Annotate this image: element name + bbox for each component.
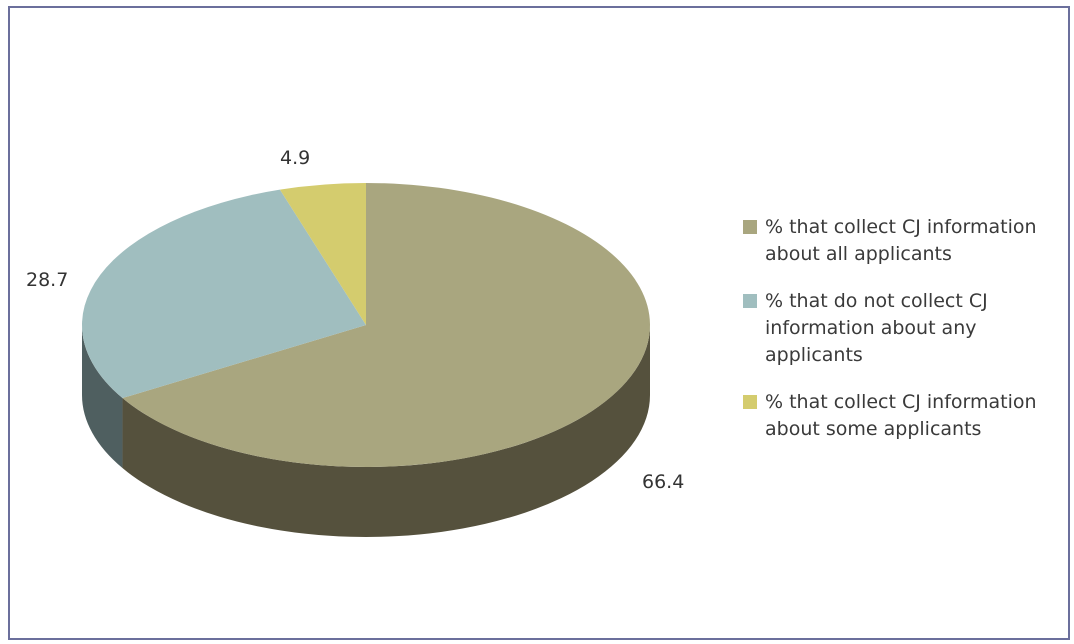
data-label-2: 4.9: [280, 147, 310, 169]
legend-item-some: % that collect CJ information about some…: [743, 389, 1073, 443]
legend-label-all: % that collect CJ information about all …: [765, 216, 1037, 265]
legend-item-all: % that collect CJ information about all …: [743, 214, 1073, 268]
pie-side-1: [82, 325, 123, 469]
pie-slice-0: [122, 183, 651, 467]
legend-item-none: % that do not collect CJ information abo…: [743, 288, 1073, 369]
data-label-1: 28.7: [26, 269, 68, 291]
legend-label-some: % that collect CJ information about some…: [765, 391, 1037, 440]
pie-slice-1: [82, 189, 367, 399]
legend-label-none: % that do not collect CJ information abo…: [765, 290, 988, 366]
legend-swatch-some: [743, 395, 757, 409]
legend-swatch-all: [743, 220, 757, 234]
pie-slice-2: [279, 183, 366, 325]
data-label-0: 66.4: [642, 471, 684, 493]
legend-swatch-none: [743, 294, 757, 308]
pie-side-0: [122, 325, 651, 537]
legend: % that collect CJ information about all …: [743, 214, 1073, 463]
